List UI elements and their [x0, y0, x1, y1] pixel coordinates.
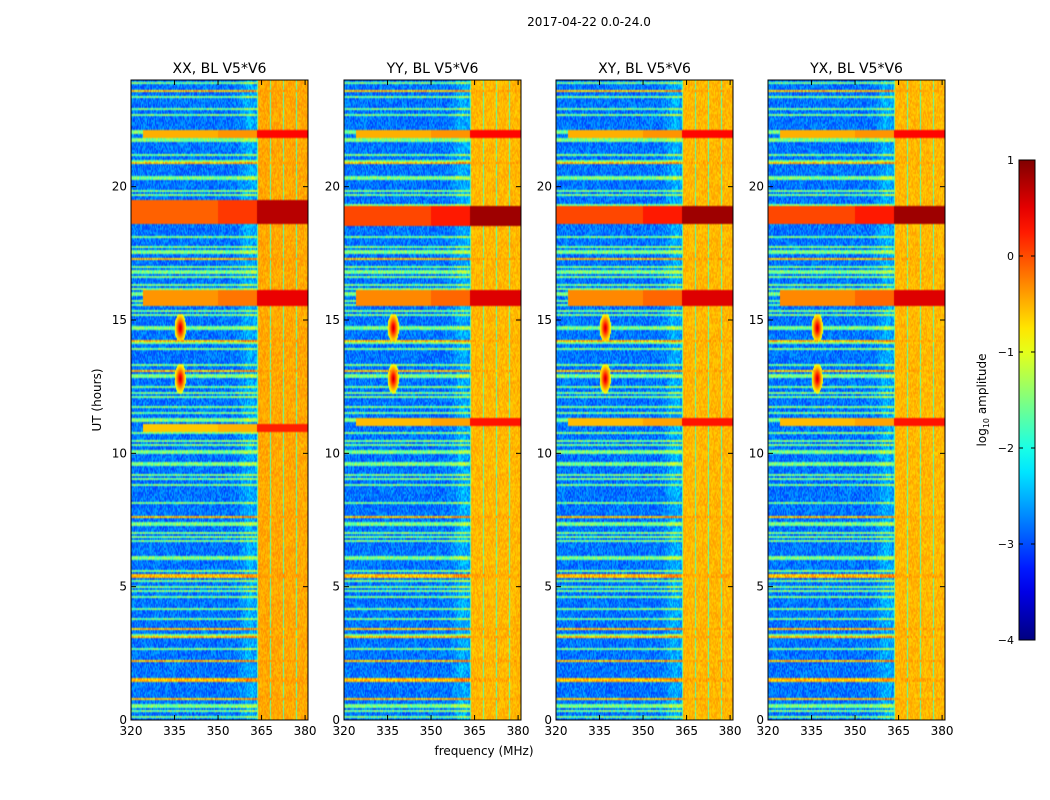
y-tick-label: 20 — [112, 180, 127, 194]
y-tick-label: 5 — [544, 580, 552, 594]
colorbar-label-rest: amplitude — [975, 354, 989, 418]
y-tick-label: 10 — [112, 446, 127, 460]
y-axis-label: UT (hours) — [90, 368, 104, 431]
x-tick-label: 350 — [207, 724, 230, 738]
x-tick-label: 365 — [887, 724, 910, 738]
colorbar-label: log10 amplitude — [975, 354, 991, 447]
heatmap-image — [768, 80, 945, 720]
panel-2: YY, BL V5*V6 320 335 350 365 380 0 5 10 15 20 — [325, 61, 530, 738]
y-tick-label: 15 — [749, 313, 764, 327]
y-tick-label: 15 — [537, 313, 552, 327]
x-tick-label: 380 — [294, 724, 317, 738]
x-tick-label: 320 — [333, 724, 356, 738]
x-tick-label: 335 — [588, 724, 611, 738]
x-tick-label: 335 — [163, 724, 186, 738]
y-tick-label: 5 — [756, 580, 764, 594]
x-tick-label: 320 — [757, 724, 780, 738]
x-tick-label: 320 — [545, 724, 568, 738]
panel-title: YX, BL V5*V6 — [809, 61, 903, 77]
y-tick-label: 0 — [756, 713, 764, 727]
y-tick-label: 10 — [749, 446, 764, 460]
figure-suptitle: 2017-04-22 0.0-24.0 — [527, 15, 651, 29]
colorbar-tick-label: −1 — [998, 346, 1014, 359]
x-tick-label: 335 — [800, 724, 823, 738]
y-tick-label: 5 — [119, 580, 127, 594]
panel-4: YX, BL V5*V6 320 335 350 365 380 0 5 10 15 20 — [749, 61, 954, 738]
axes-frame — [130, 79, 309, 721]
y-tick-label: 5 — [332, 580, 340, 594]
y-tick-label: 20 — [537, 180, 552, 194]
x-axis-label: frequency (MHz) — [434, 744, 533, 758]
x-tick-label: 350 — [632, 724, 655, 738]
axes-frame — [555, 79, 734, 721]
y-tick-label: 10 — [537, 446, 552, 460]
x-tick-label: 350 — [844, 724, 867, 738]
x-tick-label: 365 — [250, 724, 273, 738]
x-tick-label: 380 — [507, 724, 530, 738]
y-tick-label: 0 — [544, 713, 552, 727]
x-tick-label: 335 — [376, 724, 399, 738]
colorbar-label-sub: 10 — [982, 418, 991, 428]
heatmap-image — [556, 80, 733, 720]
y-tick-label: 15 — [325, 313, 340, 327]
x-tick-label: 320 — [120, 724, 143, 738]
colorbar-tick-label: 1 — [1007, 154, 1014, 167]
panel-1: XX, BL V5*V6 320 335 350 365 380 0 5 10 15 20 — [112, 61, 317, 738]
y-tick-label: 10 — [325, 446, 340, 460]
colorbar-tick-label: −2 — [998, 442, 1014, 455]
colorbar-gradient — [1018, 159, 1036, 641]
y-tick-label: 20 — [325, 180, 340, 194]
y-tick-label: 20 — [749, 180, 764, 194]
colorbar-tick-label: −3 — [998, 538, 1014, 551]
axes-frame — [343, 79, 522, 721]
x-tick-label: 380 — [931, 724, 954, 738]
x-tick-label: 350 — [420, 724, 443, 738]
panel-title: XY, BL V5*V6 — [598, 61, 691, 77]
heatmap-image — [131, 80, 308, 720]
y-tick-label: 15 — [112, 313, 127, 327]
y-tick-label: 0 — [119, 713, 127, 727]
x-tick-label: 365 — [463, 724, 486, 738]
x-tick-label: 380 — [719, 724, 742, 738]
colorbar-tick-label: −4 — [998, 634, 1014, 647]
x-tick-label: 365 — [675, 724, 698, 738]
colorbar-label-main: log — [975, 428, 989, 446]
panel-title: XX, BL V5*V6 — [173, 61, 267, 77]
heatmap-image — [344, 80, 521, 720]
panel-title: YY, BL V5*V6 — [386, 61, 479, 77]
y-tick-label: 0 — [332, 713, 340, 727]
colorbar-tick-label: 0 — [1007, 250, 1014, 263]
axes-frame — [767, 79, 946, 721]
panel-3: XY, BL V5*V6 320 335 350 365 380 0 5 10 15 20 — [537, 61, 742, 738]
